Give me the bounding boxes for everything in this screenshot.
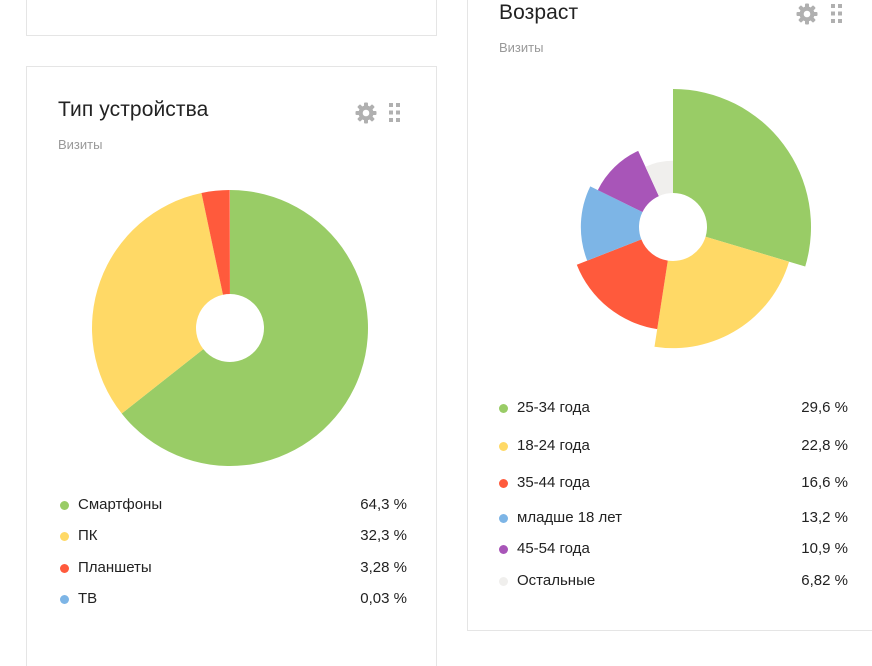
legend-item-pc[interactable]: ПК 32,3 % xyxy=(60,527,407,547)
legend-value: 3,28 % xyxy=(360,559,407,576)
legend-swatch xyxy=(499,404,508,413)
legend-value: 16,6 % xyxy=(801,474,848,491)
legend-label: 18-24 года xyxy=(517,437,590,454)
legend-item-age-18-24[interactable]: 18-24 года 22,8 % xyxy=(499,437,848,457)
previous-widget-card xyxy=(26,0,437,36)
legend-swatch xyxy=(60,501,69,510)
gear-icon[interactable] xyxy=(355,102,377,124)
legend-label: 45-54 года xyxy=(517,540,590,557)
legend-label: Смартфоны xyxy=(78,496,163,513)
legend-item-age-under-18[interactable]: младше 18 лет 13,2 % xyxy=(499,509,848,529)
legend-label: 35-44 года xyxy=(517,474,590,491)
widget-title: Возраст xyxy=(499,1,579,24)
widget-title: Тип устройства xyxy=(58,98,209,121)
legend-item-smartphones[interactable]: Смартфоны 64,3 % xyxy=(60,496,407,516)
legend-swatch xyxy=(60,595,69,604)
age-widget: Возраст Визиты 25-34 года 29,6 % 18-24 г… xyxy=(467,0,872,631)
legend-label: 25-34 года xyxy=(517,399,590,416)
slice-5[interactable] xyxy=(597,150,659,213)
slice-1[interactable] xyxy=(121,190,368,466)
legend-swatch xyxy=(499,442,508,451)
slice-1[interactable] xyxy=(673,89,811,267)
legend-value: 13,2 % xyxy=(801,509,848,526)
legend-swatch xyxy=(499,577,508,586)
legend-swatch xyxy=(499,479,508,488)
device-type-donut-chart xyxy=(92,190,368,466)
legend-swatch xyxy=(60,532,69,541)
legend-swatch xyxy=(499,545,508,554)
widget-subtitle: Визиты xyxy=(499,40,544,55)
slice-6[interactable] xyxy=(645,160,673,197)
drag-handle-icon[interactable] xyxy=(831,4,843,24)
legend-item-age-25-34[interactable]: 25-34 года 29,6 % xyxy=(499,399,848,419)
drag-handle-icon[interactable] xyxy=(389,103,401,123)
legend-value: 32,3 % xyxy=(360,527,407,544)
legend-value: 10,9 % xyxy=(801,540,848,557)
slice-4[interactable] xyxy=(580,186,643,261)
legend-item-age-35-44[interactable]: 35-44 года 16,6 % xyxy=(499,474,848,494)
slice-2[interactable] xyxy=(92,192,223,414)
device-type-widget: Тип устройства Визиты Смартфоны 64,3 % П… xyxy=(26,66,437,666)
legend-item-age-other[interactable]: Остальные 6,82 % xyxy=(499,572,848,592)
slice-2[interactable] xyxy=(654,236,790,349)
legend-item-age-45-54[interactable]: 45-54 года 10,9 % xyxy=(499,540,848,560)
legend-label: ПК xyxy=(78,527,98,544)
age-rose-chart xyxy=(576,89,811,349)
legend-swatch xyxy=(60,564,69,573)
legend-value: 6,82 % xyxy=(801,572,848,589)
legend-value: 64,3 % xyxy=(360,496,407,513)
slice-3[interactable] xyxy=(201,190,230,295)
legend-value: 0,03 % xyxy=(360,590,407,607)
legend-label: Остальные xyxy=(517,572,596,589)
slice-3[interactable] xyxy=(576,239,668,330)
widget-subtitle: Визиты xyxy=(58,137,103,152)
legend-label: Планшеты xyxy=(78,559,152,576)
legend-label: младше 18 лет xyxy=(517,509,623,526)
legend-value: 29,6 % xyxy=(801,399,848,416)
legend-item-tablets[interactable]: Планшеты 3,28 % xyxy=(60,559,407,579)
legend-item-tv[interactable]: ТВ 0,03 % xyxy=(60,590,407,610)
legend-value: 22,8 % xyxy=(801,437,848,454)
legend-label: ТВ xyxy=(78,590,98,607)
gear-icon[interactable] xyxy=(796,3,818,25)
legend-swatch xyxy=(499,514,508,523)
